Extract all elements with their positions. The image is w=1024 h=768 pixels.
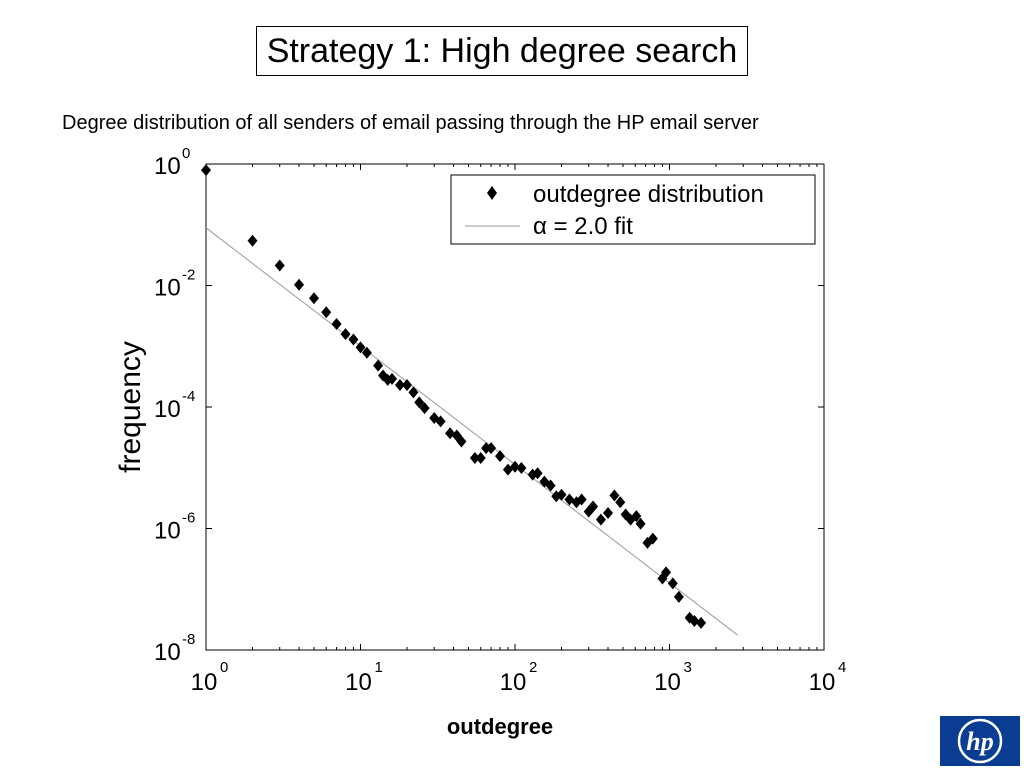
data-point [689,615,700,628]
y-tick-label: 10 [154,639,181,666]
data-point [294,278,305,291]
y-tick-exponent: -6 [182,510,195,527]
data-point [201,164,211,177]
data-point [588,500,599,513]
data-point [331,318,342,331]
chart-subtitle: Degree distribution of all senders of em… [62,112,759,134]
x-tick-label: 10 [500,669,527,696]
x-tick-label: 10 [345,669,372,696]
data-point [394,379,405,392]
x-tick-exponent: 0 [220,659,228,676]
slide-title: Strategy 1: High degree search [256,26,748,76]
data-point [274,259,285,272]
data-point [576,493,587,506]
legend-entry-fit: α = 2.0 fit [533,213,633,240]
y-axis-label: frequency [114,341,147,473]
x-tick-label: 10 [191,669,218,696]
y-tick-label: 10 [154,518,181,545]
legend-diamond-marker [487,186,497,200]
data-point [615,496,626,509]
data-point [361,346,372,359]
x-tick-label: 10 [809,669,836,696]
data-point [247,234,258,247]
data-point [661,566,672,579]
data-points-layer [201,164,707,629]
y-tick-exponent: -8 [182,631,195,648]
data-point [414,396,425,409]
data-point [516,462,527,475]
data-point [402,379,413,392]
data-point [308,292,319,305]
data-point [635,517,646,530]
data-point [609,489,620,502]
y-tick-label: 10 [154,396,181,423]
data-point [408,386,419,399]
x-tick-exponent: 2 [529,659,537,676]
x-tick-exponent: 4 [838,659,846,676]
data-point [435,415,446,428]
data-point [673,590,684,603]
data-point [373,359,384,372]
data-point [469,451,480,464]
data-point [387,372,398,385]
x-tick-exponent: 1 [375,659,383,676]
data-point [631,510,642,523]
legend: outdegree distribution α = 2.0 fit [450,174,816,245]
y-tick-label: 10 [154,275,181,302]
data-point [603,506,614,519]
data-point [321,306,332,319]
data-point [419,402,430,415]
data-point [595,513,606,526]
y-tick-exponent: -2 [182,267,195,284]
data-point [486,442,497,455]
data-point [355,341,366,354]
fit-line [205,227,738,636]
y-tick-exponent: -4 [182,388,195,405]
data-point [348,333,359,346]
x-axis-label: outdegree [447,714,553,739]
x-tick-label: 10 [654,669,681,696]
data-point [456,435,467,448]
data-point [475,451,486,464]
y-tick-label: 10 [154,153,181,180]
data-point [556,488,567,501]
data-point [647,532,658,545]
data-point [340,328,351,341]
data-point [510,460,520,473]
data-point [495,450,506,463]
x-tick-exponent: 3 [684,659,692,676]
fit-line-layer [205,227,738,636]
y-tick-exponent: 0 [182,145,190,162]
data-point [696,616,707,629]
data-point [667,577,678,590]
legend-entry-distribution: outdegree distribution [533,181,764,208]
minor-ticks [252,164,818,650]
data-point [532,467,543,480]
hp-logo-text: hp [966,727,993,756]
legend-box [450,174,816,245]
data-point [545,479,556,492]
hp-logo-icon: hp [940,716,1020,766]
